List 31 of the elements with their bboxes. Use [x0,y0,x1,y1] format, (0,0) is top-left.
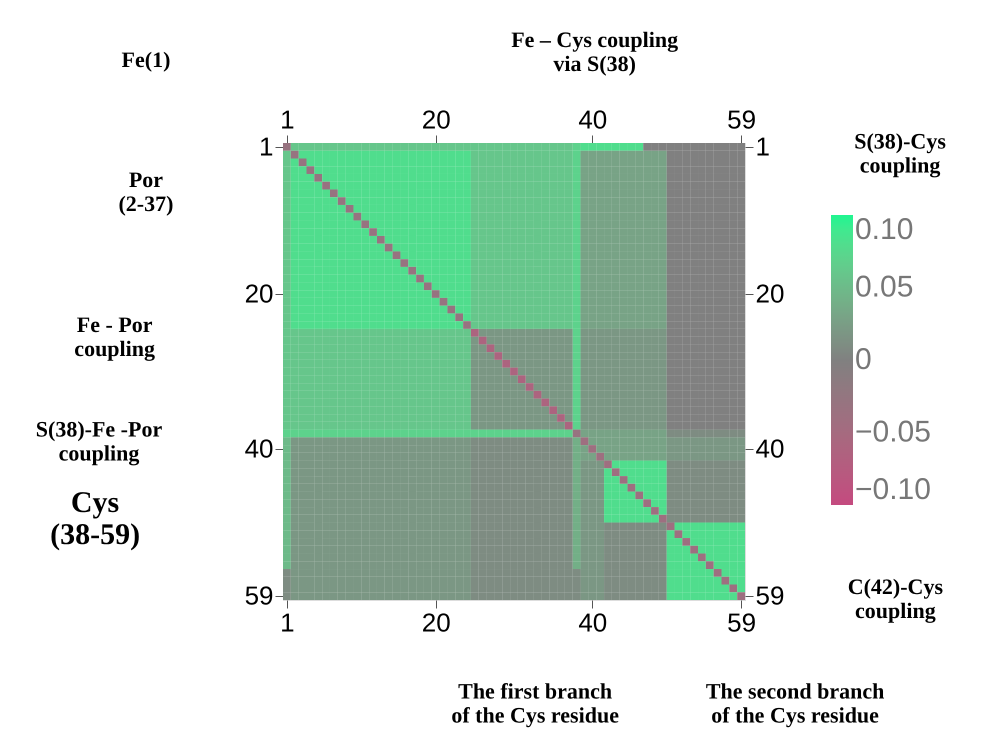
y2-tick-label: 59 [244,580,274,611]
y-tick-label: 20 [756,278,784,309]
text: Cys (38-59) [50,486,140,552]
y2-tick-label: 1 [259,131,274,162]
x-tick-label: 1 [280,608,295,638]
y2-tick-label: 20 [244,278,274,309]
y2-tick-label: 40 [244,433,274,464]
text: S(38)-Fe -Por coupling [36,416,162,466]
text: S(38)-Cys coupling [854,128,946,178]
x-tick-label: 59 [727,608,756,638]
y-tick-label: 59 [756,580,784,611]
color-bar-label: 0.10 [855,213,914,246]
category-label: 20 [422,104,451,134]
category-label: 1 [280,104,295,134]
color-bar-label: −0.05 [855,416,931,448]
text: The first branch of the Cys residue [451,678,620,728]
x-tick-label: 20 [422,608,451,638]
color-bar-label: −0.10 [855,473,931,506]
text: Por (2-37) [118,167,174,216]
color-bar-label: 0.05 [855,270,914,304]
text: The second branch of the Cys residue [706,678,884,728]
color-bar-label: 0 [855,343,872,376]
y-tick-label: 1 [756,131,770,162]
text: Fe - Por coupling [74,312,155,362]
category-label: 40 [578,104,608,134]
y-tick-label: 40 [756,433,784,464]
text: Fe(1) [122,47,170,72]
x-tick-label: 40 [578,608,608,638]
text: Fe – Cys coupling via S(38) [511,26,678,76]
category-label: 59 [727,104,756,134]
text: C(42)-Cys coupling [848,574,944,623]
